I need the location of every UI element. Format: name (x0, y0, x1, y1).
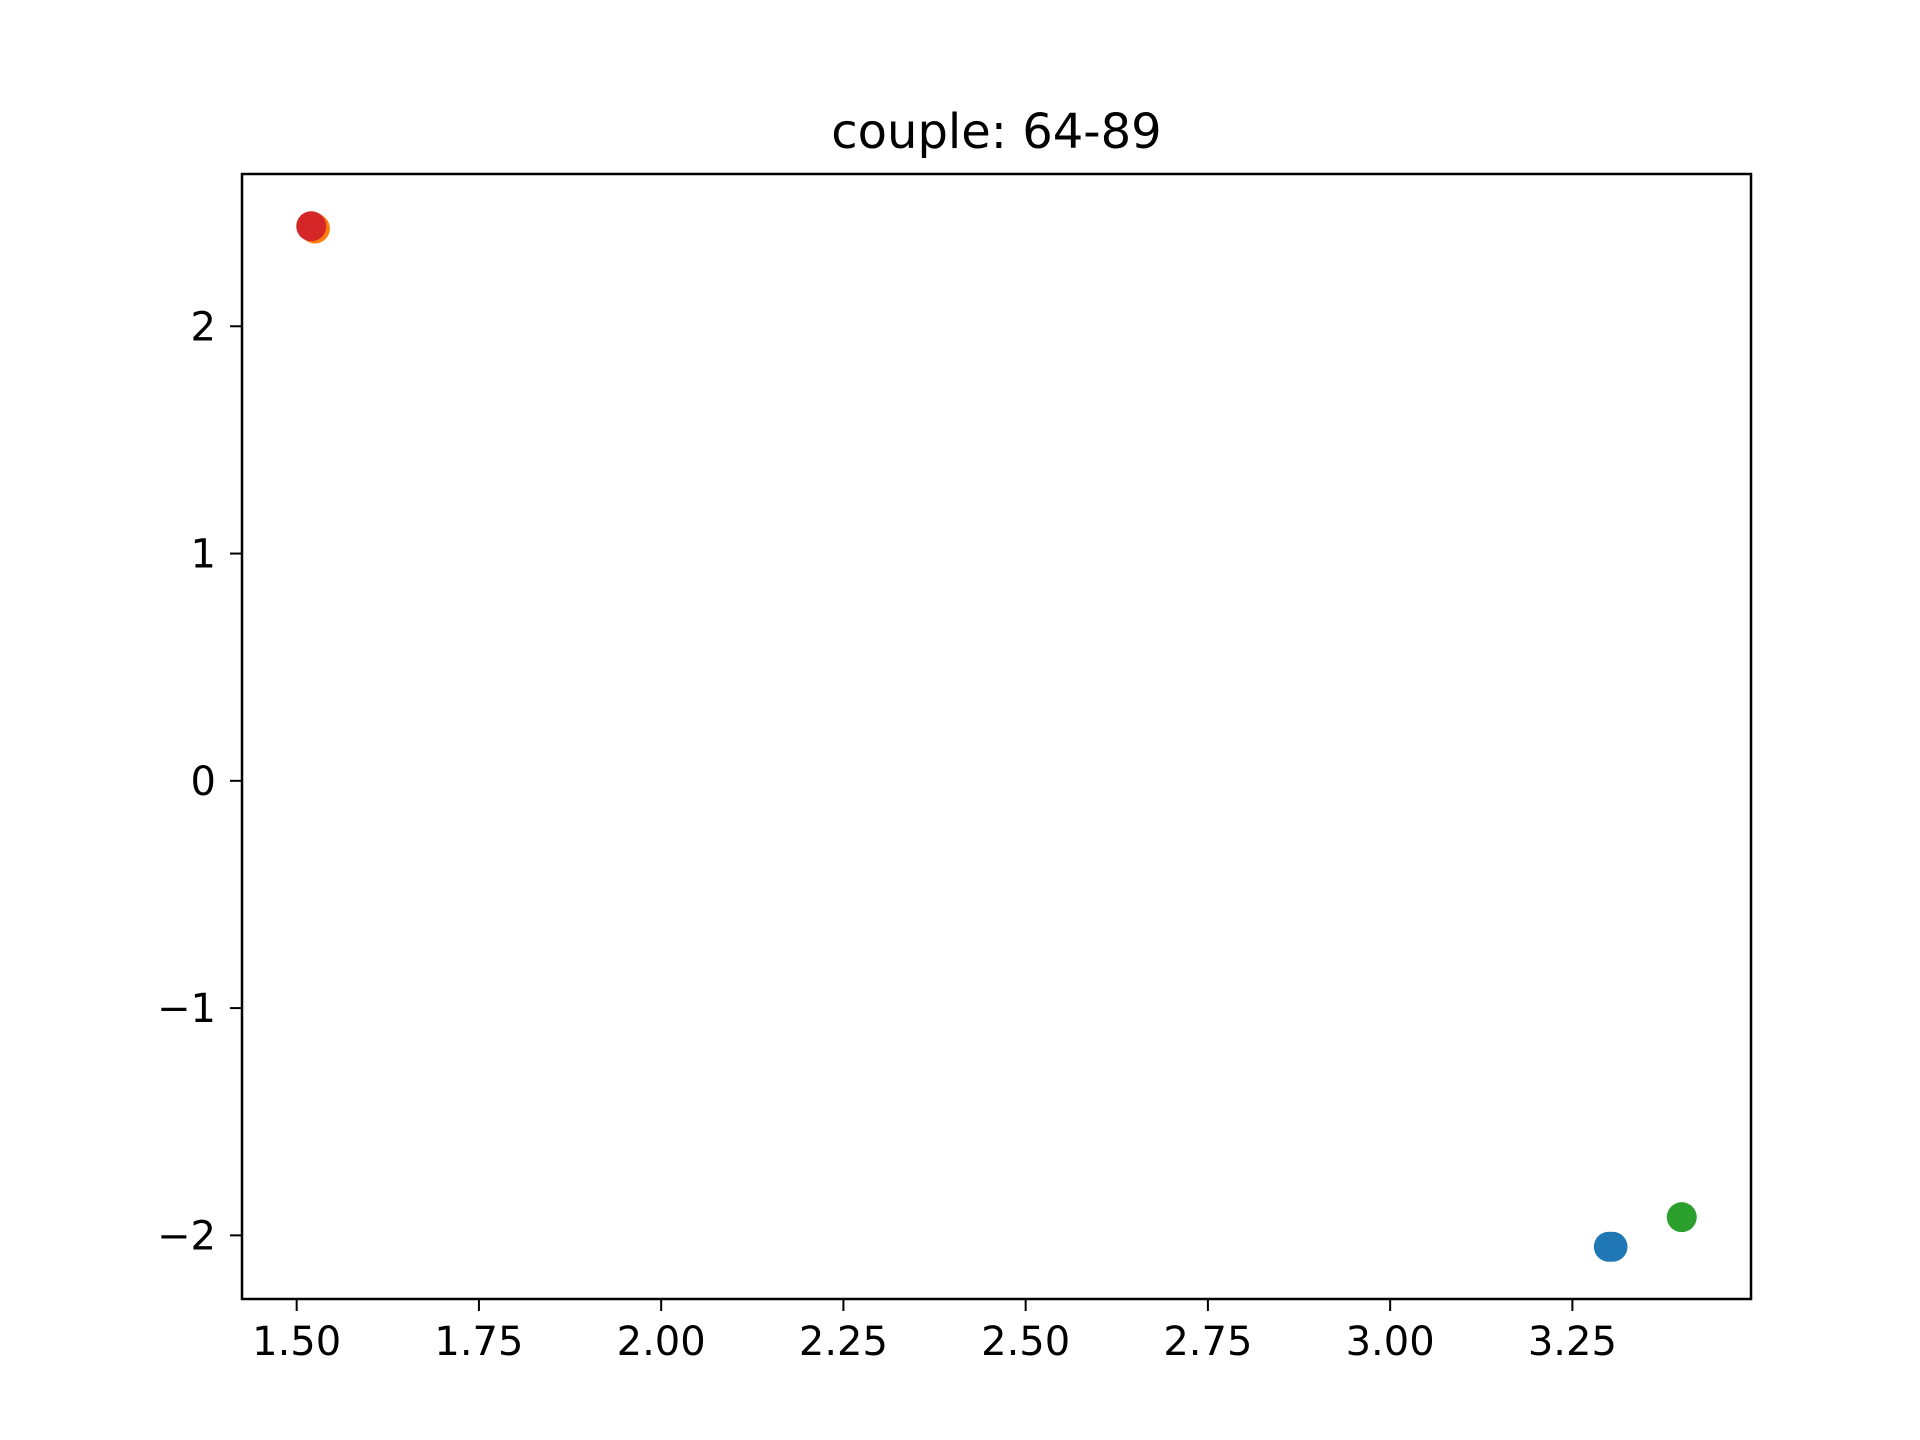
x-tick-label: 3.00 (1346, 1319, 1435, 1365)
x-tick-label: 2.25 (799, 1319, 888, 1365)
y-tick-label: 0 (191, 759, 216, 805)
x-tick-label: 2.00 (617, 1319, 706, 1365)
x-tick-label: 1.75 (434, 1319, 523, 1365)
data-points (296, 211, 1697, 1262)
x-axis: 1.50 1.75 2.00 2.25 2.50 2.75 3.00 3.25 (252, 1299, 1617, 1365)
chart-title: couple: 64-89 (831, 104, 1161, 160)
x-tick-label: 1.50 (252, 1319, 341, 1365)
y-tick-label: −2 (157, 1213, 216, 1259)
x-tick-label: 2.75 (1163, 1319, 1252, 1365)
plot-frame (240, 172, 1753, 1301)
y-axis: −2 −1 0 1 2 (157, 304, 242, 1259)
data-point-s3-p0 (296, 211, 327, 242)
y-tick-label: 1 (191, 532, 216, 578)
data-point-s2-p0 (1666, 1202, 1697, 1233)
x-tick-label: 2.50 (981, 1319, 1070, 1365)
y-tick-label: 2 (191, 304, 216, 350)
y-tick-label: −1 (157, 986, 216, 1032)
x-tick-label: 3.25 (1528, 1319, 1617, 1365)
data-point-s0-p1 (1593, 1231, 1624, 1262)
